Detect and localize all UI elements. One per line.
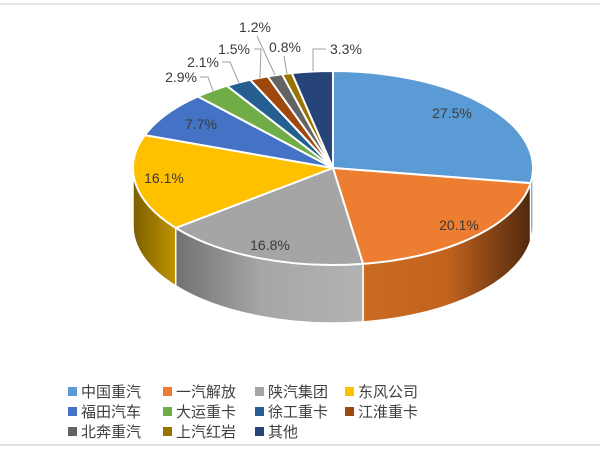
bottom-border-line: [0, 444, 600, 446]
data-label: 16.8%: [250, 237, 290, 253]
data-label: 1.2%: [239, 19, 271, 35]
data-label: 2.1%: [187, 54, 219, 70]
pie-slice: [132, 134, 334, 229]
pie-slice: [290, 70, 334, 169]
pie-slice: [143, 95, 334, 169]
data-label: 0.8%: [269, 39, 301, 55]
leader-line: [256, 35, 276, 76]
data-label: 2.9%: [165, 69, 197, 85]
leader-line: [312, 48, 326, 71]
data-label: 7.7%: [185, 116, 217, 132]
data-label: 3.3%: [330, 41, 362, 57]
pie-slice: [332, 70, 534, 185]
data-label: 20.1%: [439, 217, 479, 233]
top-border-line: [0, 3, 600, 5]
leader-line: [254, 48, 262, 79]
data-label: 27.5%: [432, 105, 472, 121]
leader-line: [222, 61, 240, 84]
data-label: 1.5%: [218, 41, 250, 57]
pie-slice: [174, 167, 365, 266]
leader-line: [283, 55, 288, 75]
leader-line: [200, 76, 214, 92]
pie-slice: [332, 167, 532, 265]
data-label: 16.1%: [144, 170, 184, 186]
